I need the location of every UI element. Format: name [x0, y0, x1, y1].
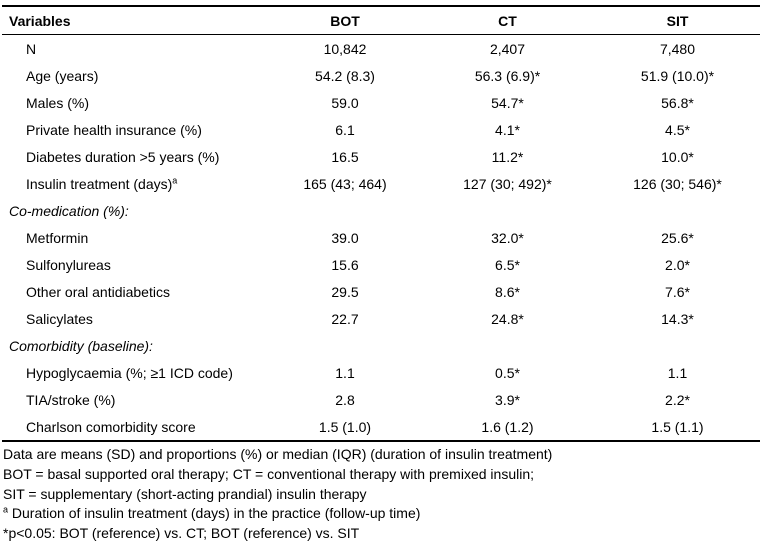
row-label-cell: Charlson comorbidity score: [26, 418, 196, 435]
table-row-charlson-score: Charlson comorbidity score 1.5 (1.0) 1.6…: [2, 413, 760, 441]
value-cell-ct: 54.7*: [491, 94, 524, 111]
table-row-private-insurance: Private health insurance (%) 6.1 4.1* 4.…: [2, 116, 760, 143]
value-cell-bot: 54.2 (8.3): [315, 67, 375, 84]
footnote-data-definition: Data are means (SD) and proportions (%) …: [3, 445, 763, 465]
footnote-text: Duration of insulin treatment (days) in …: [8, 505, 421, 522]
column-header-sit: SIT: [595, 6, 760, 35]
table-row-tia-stroke: TIA/stroke (%) 2.8 3.9* 2.2*: [2, 386, 760, 413]
value-cell-sit: 14.3*: [661, 310, 694, 327]
row-label-cell: Males (%): [26, 94, 90, 111]
table-row-n: N 10,842 2,407 7,480: [2, 35, 760, 63]
value-cell-ct: 4.1*: [495, 121, 520, 138]
baseline-characteristics-table: Variables BOT CT SIT N 10,842 2,407 7,48…: [2, 5, 760, 442]
footnote-text: SIT = supplementary (short-acting prandi…: [3, 485, 367, 502]
value-cell-ct: 2,407: [489, 40, 526, 57]
value-cell-ct: 8.6*: [495, 283, 520, 300]
row-label-cell: Salicylates: [26, 310, 93, 327]
value-cell-bot: 2.8: [335, 391, 355, 408]
row-label-cell: N: [26, 40, 37, 57]
value-cell-ct: 127 (30; 492)*: [463, 175, 552, 192]
value-cell-sit: 7,480: [659, 40, 696, 57]
value-cell-sit: 7.6*: [665, 283, 690, 300]
value-cell-bot: 16.5: [331, 148, 359, 165]
value-cell-bot: 29.5: [331, 283, 359, 300]
value-cell-bot: 1.5 (1.0): [318, 418, 372, 435]
value-cell-sit: 1.5 (1.1): [651, 418, 704, 435]
footnote-text: *p<0.05: BOT (reference) vs. CT; BOT (re…: [3, 525, 360, 542]
section-label-cell: Comorbidity (baseline):: [9, 337, 153, 354]
value-cell-ct: 1.6 (1.2): [481, 418, 534, 435]
footnotes-block: Data are means (SD) and proportions (%) …: [3, 445, 763, 544]
table-row-age: Age (years) 54.2 (8.3) 56.3 (6.9)* 51.9 …: [2, 62, 760, 89]
value-cell-bot: 59.0: [331, 94, 359, 111]
row-label-cell: TIA/stroke (%): [26, 391, 116, 408]
footnote-a-marker: a: [3, 504, 9, 515]
value-cell-ct: 0.5*: [495, 364, 520, 381]
footnote-sit-definition: SIT = supplementary (short-acting prandi…: [3, 485, 763, 505]
value-cell-sit: 2.2*: [665, 391, 690, 408]
section-row-co-medication: Co-medication (%):: [2, 197, 760, 224]
column-header-ct: CT: [420, 6, 595, 35]
value-cell-sit: 25.6*: [661, 229, 694, 246]
value-cell-sit: 10.0*: [661, 148, 694, 165]
value-cell-sit: 4.5*: [665, 121, 690, 138]
value-cell-sit: 56.8*: [661, 94, 694, 111]
row-label-text: Insulin treatment (days): [26, 175, 173, 192]
value-cell-sit: 2.0*: [665, 256, 690, 273]
footnote-bot-ct-definition: BOT = basal supported oral therapy; CT =…: [3, 465, 763, 485]
value-cell-ct: 56.3 (6.9)*: [474, 67, 541, 84]
value-cell-sit: 1.1: [667, 364, 688, 381]
value-cell-bot: 15.6: [331, 256, 359, 273]
footnote-text: Data are means (SD) and proportions (%) …: [3, 446, 553, 462]
table-row-diabetes-duration: Diabetes duration >5 years (%) 16.5 11.2…: [2, 143, 760, 170]
table-header-row: Variables BOT CT SIT: [2, 6, 760, 35]
section-row-comorbidity: Comorbidity (baseline):: [2, 332, 760, 359]
row-label-cell: Other oral antidiabetics: [26, 283, 170, 300]
table-row-insulin-treatment: Insulin treatment (days)a 165 (43; 464) …: [2, 170, 760, 197]
value-cell-sit: 126 (30; 546)*: [633, 175, 722, 192]
row-label-cell: Hypoglycaemia (%; ≥1 ICD code): [26, 364, 233, 381]
table-row-salicylates: Salicylates 22.7 24.8* 14.3*: [2, 305, 760, 332]
table-row-males: Males (%) 59.0 54.7* 56.8*: [2, 89, 760, 116]
table-row-hypoglycaemia: Hypoglycaemia (%; ≥1 ICD code) 1.1 0.5* …: [2, 359, 760, 386]
value-cell-bot: 6.1: [335, 121, 355, 138]
value-cell-ct: 11.2*: [491, 148, 524, 165]
column-header-variables: Variables: [2, 6, 270, 35]
column-header-bot: BOT: [270, 6, 420, 35]
footnote-text: BOT = basal supported oral therapy; CT =…: [3, 465, 534, 482]
table-row-other-oral-antidiabetics: Other oral antidiabetics 29.5 8.6* 7.6*: [2, 278, 760, 305]
value-cell-bot: 39.0: [331, 229, 359, 246]
row-label-cell: Private health insurance (%): [26, 121, 202, 138]
footnote-significance: *p<0.05: BOT (reference) vs. CT; BOT (re…: [3, 524, 763, 544]
value-cell-bot: 1.1: [335, 364, 355, 381]
row-label-cell: Age (years): [26, 67, 99, 84]
value-cell-sit: 51.9 (10.0)*: [640, 67, 715, 84]
value-cell-ct: 24.8*: [491, 310, 524, 327]
section-label-cell: Co-medication (%):: [9, 202, 129, 219]
footnote-a-duration: a Duration of insulin treatment (days) i…: [3, 504, 763, 524]
row-label-cell: Sulfonylureas: [26, 256, 111, 273]
value-cell-bot: 165 (43; 464): [303, 175, 387, 192]
value-cell-bot: 10,842: [323, 40, 367, 57]
table-row-metformin: Metformin 39.0 32.0* 25.6*: [2, 224, 760, 251]
row-label-cell: Insulin treatment (days)a: [2, 170, 270, 197]
footnote-a-marker: a: [172, 174, 178, 185]
value-cell-ct: 3.9*: [495, 391, 520, 408]
value-cell-ct: 32.0*: [491, 229, 524, 246]
value-cell-bot: 22.7: [331, 310, 359, 327]
value-cell-ct: 6.5*: [495, 256, 520, 273]
row-label-cell: Diabetes duration >5 years (%): [26, 148, 220, 165]
row-label-cell: Metformin: [26, 229, 89, 246]
table-row-sulfonylureas: Sulfonylureas 15.6 6.5* 2.0*: [2, 251, 760, 278]
